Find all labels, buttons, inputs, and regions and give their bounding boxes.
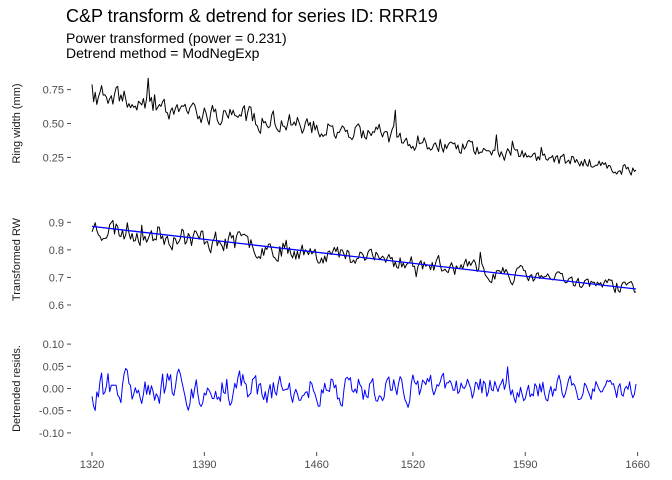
y-tick-label: -0.05 [39, 406, 64, 418]
y-axis-label: Transformed RW [11, 217, 23, 301]
y-tick-label: 0.8 [49, 245, 64, 257]
chart-subtitle-detrend: Detrend method = ModNegExp [66, 45, 260, 61]
x-tick-label: 1660 [625, 459, 649, 471]
y-axis-label: Detrended resids. [11, 345, 23, 432]
chart-subtitle-power: Power transformed (power = 0.231) [66, 30, 287, 46]
x-tick-label: 1320 [80, 459, 104, 471]
y-tick-label: 0.10 [43, 339, 64, 351]
y-tick-label: 0.9 [49, 217, 64, 229]
y-tick-label: 0.25 [43, 152, 64, 164]
y-tick-label: 0.50 [43, 119, 64, 131]
x-tick-label: 1390 [192, 459, 216, 471]
x-tick-label: 1520 [401, 459, 425, 471]
panel-ring-width: Ring width (mm) 0.25 0.50 0.75 [11, 77, 637, 176]
series-line-residuals [91, 366, 637, 411]
x-axis: 1320 1390 1460 1520 1590 1660 [80, 452, 650, 471]
panel-detrended-residuals: Detrended resids. -0.10 -0.05 0.00 0.05 0.10 [11, 339, 637, 440]
chart-title: C&P transform & detrend for series ID: R… [66, 6, 438, 26]
panel-transformed-rw: Transformed RW 0.6 0.7 0.8 0.9 [11, 217, 637, 312]
y-tick-label: 0.75 [43, 85, 64, 97]
y-tick-label: 0.7 [49, 272, 64, 284]
series-line-transformed [91, 219, 637, 294]
x-tick-label: 1460 [304, 459, 328, 471]
y-tick-label: 0.6 [49, 300, 64, 312]
series-line-raw [91, 77, 637, 176]
y-axis-label: Ring width (mm) [11, 83, 23, 163]
series-line-trend [91, 225, 637, 290]
y-tick-label: -0.10 [39, 428, 64, 440]
y-tick-label: 0.00 [43, 384, 64, 396]
y-tick-label: 0.05 [43, 361, 64, 373]
x-tick-label: 1590 [513, 459, 537, 471]
